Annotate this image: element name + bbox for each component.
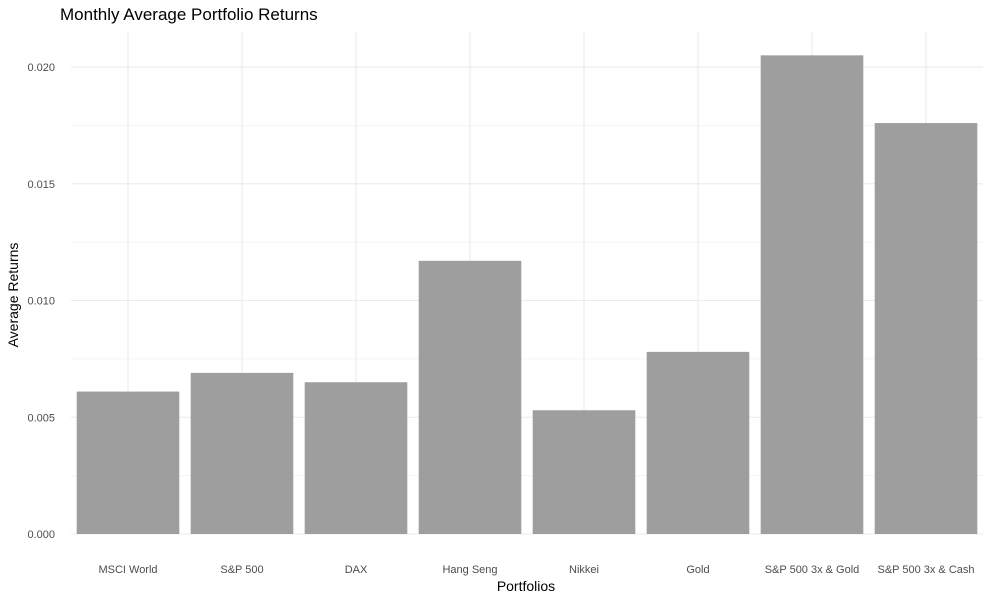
- y-tick-label: 0.000: [27, 529, 55, 541]
- bar: [532, 410, 636, 534]
- chart-title: Monthly Average Portfolio Returns: [60, 5, 318, 24]
- bar: [190, 372, 294, 534]
- bar: [76, 391, 180, 534]
- bars: [76, 55, 978, 535]
- x-tick-label: S&P 500 3x & Cash: [877, 564, 974, 576]
- bar: [760, 55, 864, 534]
- x-tick-label: S&P 500 3x & Gold: [765, 564, 860, 576]
- y-axis-ticks: 0.000 0.005 0.010 0.015 0.020: [27, 62, 55, 541]
- bar: [646, 351, 750, 534]
- y-tick-label: 0.020: [27, 62, 55, 74]
- x-axis-ticks: MSCI World S&P 500 DAX Hang Seng Nikkei Gold S…: [98, 564, 974, 576]
- bar: [874, 123, 978, 535]
- y-tick-label: 0.010: [27, 296, 55, 308]
- x-axis-title: Portfolios: [497, 578, 555, 594]
- x-tick-label: Nikkei: [569, 564, 599, 576]
- y-axis-title: Average Returns: [5, 243, 21, 348]
- y-tick-label: 0.005: [27, 412, 55, 424]
- bar: [304, 382, 408, 534]
- x-tick-label: DAX: [345, 564, 368, 576]
- x-tick-label: Hang Seng: [442, 564, 497, 576]
- y-tick-label: 0.015: [27, 179, 55, 191]
- x-tick-label: Gold: [686, 564, 709, 576]
- bar: [418, 260, 522, 534]
- x-tick-label: S&P 500: [220, 564, 263, 576]
- x-tick-label: MSCI World: [98, 564, 157, 576]
